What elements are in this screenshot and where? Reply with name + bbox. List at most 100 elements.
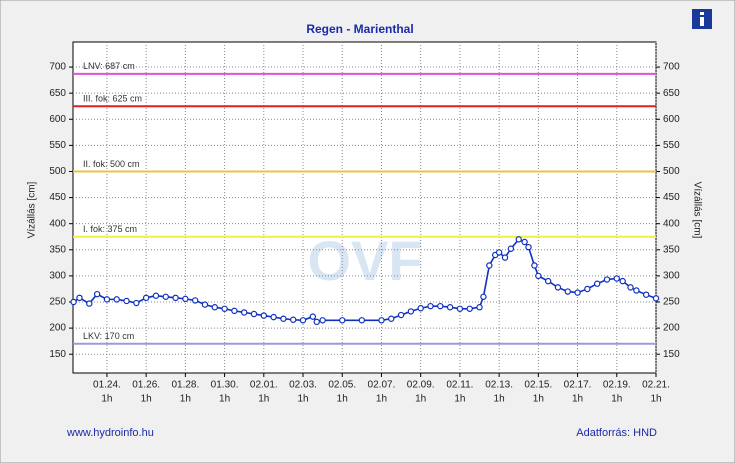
y-tick-label: 150	[49, 349, 66, 360]
data-point	[299, 317, 307, 324]
x-tick-hour: 1h	[141, 394, 152, 405]
y2-tick-label: 250	[663, 297, 680, 308]
data-point	[554, 284, 562, 291]
x-tick-hour: 1h	[572, 394, 583, 405]
data-point	[313, 318, 320, 326]
plot-area	[72, 41, 657, 374]
x-tick-label: 01.30.	[211, 380, 239, 391]
x-tick-label: 01.24.	[93, 380, 121, 391]
threshold-label: III. fok: 625 cm	[83, 94, 142, 104]
x-tick-hour: 1h	[494, 394, 505, 405]
data-point	[544, 277, 552, 285]
data-point	[280, 315, 287, 322]
y2-tick-label: 450	[663, 192, 680, 203]
footer-left: www.hydroinfo.hu	[66, 427, 154, 439]
data-point	[358, 317, 366, 324]
data-point	[407, 308, 415, 315]
data-point	[456, 305, 464, 312]
data-point	[182, 295, 189, 303]
data-point	[535, 272, 542, 280]
data-point	[76, 294, 83, 302]
x-tick-hour: 1h	[180, 394, 191, 405]
x-tick-hour: 1h	[533, 394, 544, 405]
x-tick-hour: 1h	[454, 394, 465, 405]
data-point	[525, 243, 532, 251]
data-point	[378, 317, 385, 324]
x-tick-label: 02.19.	[603, 380, 631, 391]
y-axis-label: Vízállás [cm]	[27, 181, 38, 238]
y2-tick-label: 650	[663, 88, 680, 99]
threshold-label: I. fok: 375 cm	[83, 224, 137, 234]
x-tick-label: 02.07.	[368, 380, 396, 391]
data-point	[437, 302, 444, 310]
x-tick-hour: 1h	[415, 394, 426, 405]
x-tick-label: 01.26.	[132, 380, 160, 391]
data-point	[70, 298, 77, 306]
y2-tick-label: 500	[663, 166, 680, 177]
data-point	[574, 289, 581, 296]
y2-tick-label: 700	[663, 62, 680, 73]
y-tick-label: 200	[49, 323, 66, 334]
x-tick-hour: 1h	[337, 394, 348, 405]
data-point	[495, 249, 503, 256]
data-point	[221, 305, 228, 312]
data-point	[123, 297, 130, 305]
x-tick-label: 02.13.	[485, 380, 513, 391]
data-point	[613, 275, 620, 282]
data-point	[103, 296, 111, 303]
data-point	[93, 290, 101, 298]
x-tick-label: 02.15.	[524, 380, 552, 391]
y2-tick-label: 200	[663, 323, 680, 334]
data-point	[584, 285, 591, 293]
x-tick-hour: 1h	[219, 394, 230, 405]
info-icon-bar	[700, 17, 704, 26]
data-point	[417, 305, 424, 312]
info-icon-dot	[700, 12, 704, 15]
data-point	[152, 292, 160, 299]
y-tick-label: 500	[49, 166, 66, 177]
data-point	[270, 313, 277, 321]
y-tick-label: 550	[49, 140, 66, 151]
data-point	[191, 297, 199, 304]
y-tick-label: 600	[49, 114, 66, 125]
data-point	[515, 236, 522, 243]
data-point	[172, 294, 179, 302]
x-tick-hour: 1h	[611, 394, 622, 405]
data-point	[309, 313, 317, 320]
data-point	[619, 277, 626, 285]
data-point	[427, 302, 434, 310]
threshold-label: LNV: 687 cm	[83, 61, 135, 71]
data-point	[642, 291, 650, 298]
chart-title: Regen - Marienthal	[306, 22, 413, 36]
data-point	[507, 245, 515, 252]
data-point	[652, 295, 660, 302]
watermark: OVF	[307, 229, 422, 292]
data-point	[531, 262, 538, 269]
data-point	[480, 293, 487, 300]
y-tick-label: 450	[49, 192, 66, 203]
data-point	[388, 315, 395, 322]
data-point	[162, 293, 169, 300]
y2-tick-label: 350	[663, 244, 680, 255]
x-tick-label: 01.28.	[171, 380, 199, 391]
data-point	[603, 276, 611, 283]
x-tick-label: 02.01.	[250, 380, 278, 391]
x-tick-hour: 1h	[650, 394, 661, 405]
data-point	[113, 296, 120, 303]
data-point	[446, 304, 454, 311]
footer-right: Adatforrás: HND	[576, 427, 657, 439]
info-icon[interactable]	[692, 9, 712, 29]
x-tick-hour: 1h	[376, 394, 387, 405]
data-point	[633, 287, 640, 294]
data-point	[201, 301, 209, 308]
data-point	[142, 294, 150, 302]
x-tick-label: 02.11.	[446, 380, 473, 391]
y-tick-label: 400	[49, 218, 66, 229]
data-point	[521, 238, 528, 246]
data-point	[250, 310, 258, 318]
x-tick-label: 02.09.	[407, 380, 435, 391]
y2-tick-label: 600	[663, 114, 680, 125]
y2-axis-label: Vízállás [cm]	[691, 182, 702, 239]
data-point	[240, 309, 248, 316]
